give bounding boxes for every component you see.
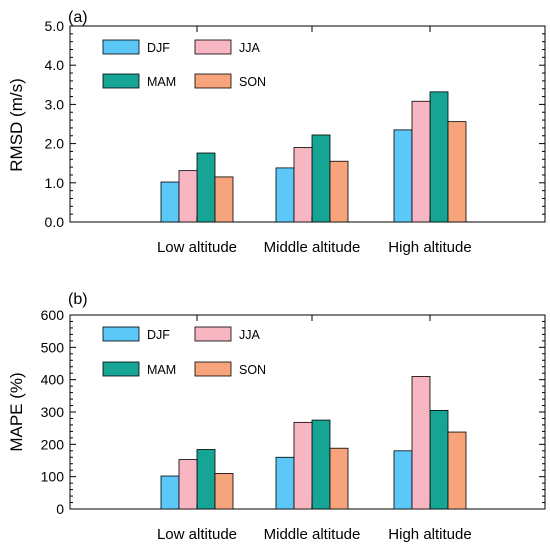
bar-jja-0 xyxy=(178,170,198,223)
legend-swatch xyxy=(102,361,140,377)
legend-label: SON xyxy=(239,75,266,89)
bar-mam-0 xyxy=(196,152,216,223)
y-tick-label: 2.0 xyxy=(45,136,65,152)
x-category-label: High altitude xyxy=(388,526,471,543)
panel-label-a: (a) xyxy=(68,9,88,26)
panel-label-b: (b) xyxy=(68,291,88,308)
legend-label: JJA xyxy=(239,328,261,342)
y-tick-label: 600 xyxy=(41,307,65,323)
x-category-label: Low altitude xyxy=(157,239,237,256)
legend-label: JJA xyxy=(239,41,261,55)
bar-mam-1 xyxy=(311,419,331,510)
legend-swatch xyxy=(102,73,140,89)
bar-jja-1 xyxy=(293,421,313,510)
x-category-label: High altitude xyxy=(388,239,471,256)
legend-swatch xyxy=(194,39,232,55)
x-category-label: Low altitude xyxy=(157,526,237,543)
y-tick-label: 300 xyxy=(41,404,65,420)
bar-jja-1 xyxy=(293,147,313,223)
legend-label: MAM xyxy=(147,75,176,89)
legend-label: MAM xyxy=(147,363,176,377)
x-category-label: Middle altitude xyxy=(264,239,361,256)
x-category-label: Middle altitude xyxy=(264,526,361,543)
bar-djf-1 xyxy=(275,456,295,510)
bar-djf-1 xyxy=(275,167,295,223)
legend-swatch xyxy=(194,361,232,377)
y-tick-label: 5.0 xyxy=(45,18,65,34)
bar-mam-1 xyxy=(311,134,331,223)
plot-area-a: 0.0 1.0 2.0 3.0 4.0 5.0 Low altitude Middle alt… xyxy=(45,18,546,256)
y-tick-label: 400 xyxy=(41,372,65,388)
legend-swatch xyxy=(194,73,232,89)
y-tick-label: 200 xyxy=(41,436,65,452)
y-tick-label: 0.0 xyxy=(45,214,65,230)
bar-jja-2 xyxy=(411,100,431,223)
panel-a: (a) RMSD (m/s) 0.0 1.0 2.0 3.0 4.0 5.0 Low alt… xyxy=(7,9,546,256)
bar-mam-2 xyxy=(429,91,449,223)
y-tick-label: 4.0 xyxy=(45,57,65,73)
panel-b: (b) MAPE (%) 0 100 200 300 400 500 600 Low alti… xyxy=(7,291,546,543)
legend-label: DJF xyxy=(147,41,170,55)
plot-area-b: 0 100 200 300 400 500 600 Low altitude Middle al… xyxy=(41,307,546,543)
legend-label: SON xyxy=(239,363,266,377)
y-axis-label-a: RMSD (m/s) xyxy=(7,78,26,171)
y-tick-label: 3.0 xyxy=(45,96,65,112)
y-tick-label: 100 xyxy=(41,469,65,485)
y-tick-label: 500 xyxy=(41,339,65,355)
y-tick-label: 1.0 xyxy=(45,175,65,191)
legend: DJF MAM JJA SON xyxy=(102,326,266,377)
bar-son-2 xyxy=(447,121,467,223)
bar-son-0 xyxy=(214,176,234,223)
bar-jja-0 xyxy=(178,459,198,510)
bar-djf-0 xyxy=(160,475,180,510)
bar-son-2 xyxy=(447,431,467,510)
y-axis-label-b: MAPE (%) xyxy=(7,372,26,451)
bar-djf-2 xyxy=(393,450,413,510)
bar-son-1 xyxy=(329,160,349,223)
y-tick-label: 0 xyxy=(56,501,64,517)
legend-swatch xyxy=(102,39,140,55)
legend-swatch xyxy=(194,326,232,342)
bar-djf-2 xyxy=(393,129,413,223)
legend-swatch xyxy=(102,326,140,342)
bar-son-1 xyxy=(329,447,349,510)
legend-label: DJF xyxy=(147,328,170,342)
bar-mam-2 xyxy=(429,409,449,510)
bar-son-0 xyxy=(214,473,234,510)
bar-djf-0 xyxy=(160,181,180,223)
bar-mam-0 xyxy=(196,449,216,510)
legend: DJF MAM JJA SON xyxy=(102,39,266,89)
bar-jja-2 xyxy=(411,376,431,510)
